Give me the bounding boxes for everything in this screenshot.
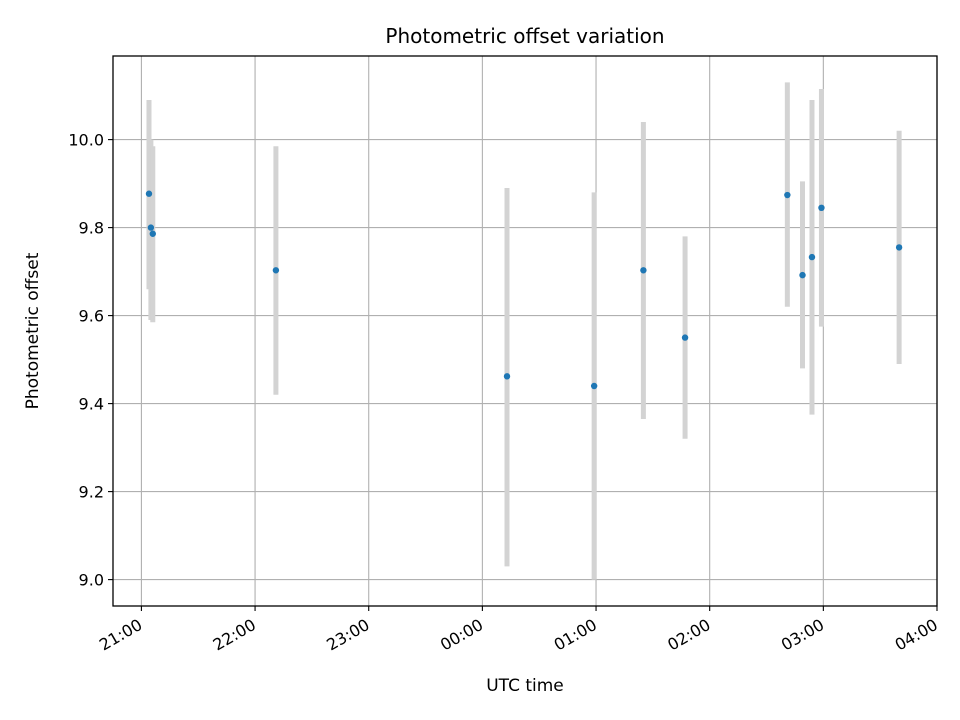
data-points (145, 190, 903, 390)
y-tick-label: 9.4 (79, 395, 104, 414)
data-point (503, 373, 511, 380)
y-axis-title: Photometric offset (23, 252, 43, 409)
data-point (784, 191, 791, 199)
data-point (818, 204, 825, 211)
y-tick-label: 9.6 (79, 307, 104, 326)
data-point (149, 230, 156, 237)
y-tick-label: 9.2 (79, 483, 104, 502)
y-tick-label: 10.0 (68, 131, 104, 150)
data-point (808, 253, 816, 261)
data-point (799, 271, 806, 279)
plot-area-frame (112, 55, 938, 607)
data-point (895, 244, 903, 251)
x-axis-title: UTC time (486, 676, 564, 696)
y-tick-label: 9.0 (79, 571, 104, 590)
data-point (640, 267, 647, 274)
data-point (681, 334, 689, 341)
data-point (272, 267, 280, 274)
data-point (590, 382, 598, 390)
data-point (145, 190, 153, 197)
y-axis-ticks: 9.0 9.2 9.4 9.6 9.8 10.0 (68, 131, 113, 590)
data-point (147, 224, 155, 231)
chart-title: Photometric offset variation (385, 24, 664, 48)
y-tick-label: 9.8 (79, 219, 104, 238)
